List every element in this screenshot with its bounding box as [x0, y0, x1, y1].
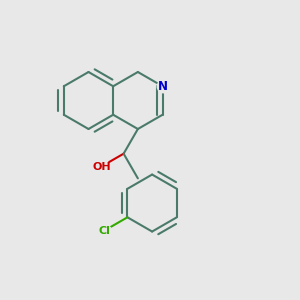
Text: Cl: Cl: [98, 226, 110, 236]
Text: OH: OH: [92, 161, 111, 172]
Text: N: N: [158, 80, 167, 93]
